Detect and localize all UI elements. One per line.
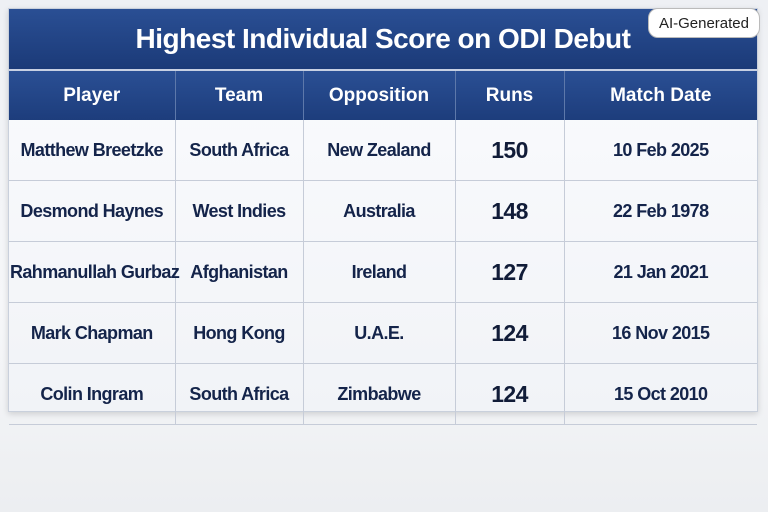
table-cell: 150 bbox=[455, 120, 565, 181]
table-cell: Ireland bbox=[303, 241, 456, 303]
score-table: Player Team Opposition Runs Match Date Matth… bbox=[9, 71, 757, 425]
table-cell: Desmond Haynes bbox=[9, 180, 176, 242]
table-row: Desmond Haynes West Indies Australia 148 22 … bbox=[9, 180, 757, 242]
table-cell: Colin Ingram bbox=[9, 363, 176, 425]
table-cell: South Africa bbox=[175, 363, 304, 425]
table-cell: Australia bbox=[303, 180, 456, 242]
table-cell: Afghanistan bbox=[175, 241, 304, 303]
table-cell: 16 Nov 2015 bbox=[564, 302, 757, 364]
table-cell: 148 bbox=[455, 180, 565, 242]
table-cell: Zimbabwe bbox=[303, 363, 456, 425]
column-header: Opposition bbox=[303, 71, 456, 120]
column-header: Player bbox=[9, 71, 176, 120]
table-cell: 21 Jan 2021 bbox=[564, 241, 757, 303]
table-row: Matthew Breetzke South Africa New Zealand 1… bbox=[9, 120, 757, 181]
table-cell: West Indies bbox=[175, 180, 304, 242]
title: Highest Individual Score on ODI Debut bbox=[9, 9, 757, 71]
table-cell: Hong Kong bbox=[175, 302, 304, 364]
table-cell: Matthew Breetzke bbox=[9, 120, 176, 181]
column-header: Match Date bbox=[564, 71, 757, 120]
table-row: Rahmanullah Gurbaz Afghanistan Ireland 127 2… bbox=[9, 241, 757, 303]
table-cell: Mark Chapman bbox=[9, 302, 176, 364]
table-cell: South Africa bbox=[175, 120, 304, 181]
table-cell: U.A.E. bbox=[303, 302, 456, 364]
table-cell: 22 Feb 1978 bbox=[564, 180, 757, 242]
column-header: Team bbox=[175, 71, 304, 120]
table-cell: Rahmanullah Gurbaz bbox=[9, 241, 180, 303]
table-row: Colin Ingram South Africa Zimbabwe 124 15 Oc… bbox=[9, 363, 757, 425]
table-cell: 15 Oct 2010 bbox=[564, 363, 757, 425]
ai-badge: AI-Generated bbox=[647, 8, 760, 38]
table-row: Mark Chapman Hong Kong U.A.E. 124 16 Nov 201… bbox=[9, 302, 757, 364]
table-cell: 10 Feb 2025 bbox=[564, 120, 757, 181]
table-cell: 127 bbox=[455, 241, 565, 303]
table-card: Highest Individual Score on ODI Debut Pl… bbox=[8, 8, 758, 425]
column-header: Runs bbox=[455, 71, 565, 120]
header-row: Player Team Opposition Runs Match Date bbox=[9, 71, 757, 120]
table-cell: 124 bbox=[455, 302, 565, 364]
table-cell: New Zealand bbox=[303, 120, 456, 181]
table-cell: 124 bbox=[455, 363, 565, 425]
